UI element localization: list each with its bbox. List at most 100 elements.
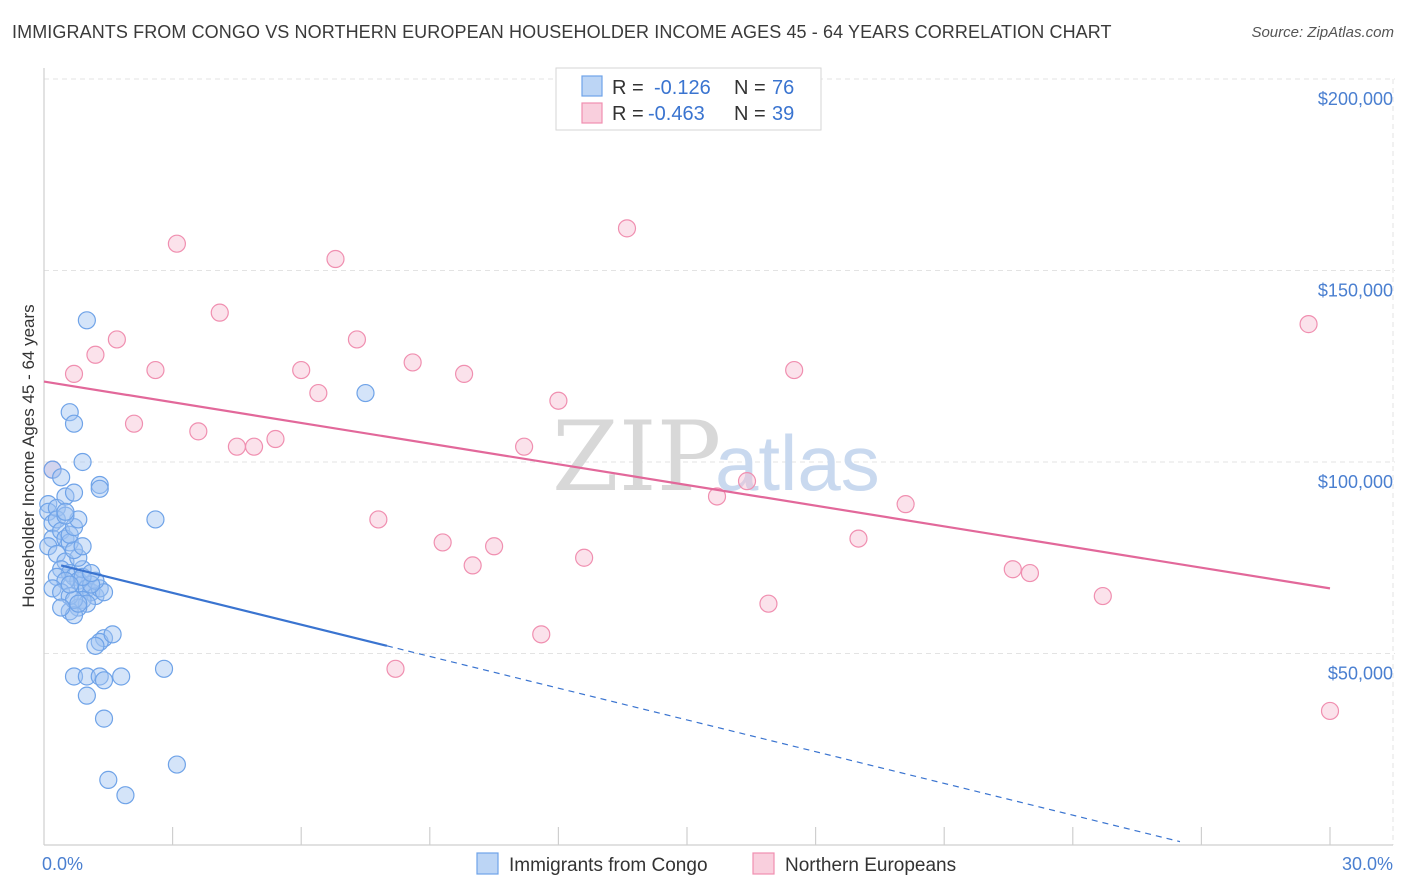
congo-point	[103, 625, 122, 644]
axes	[43, 68, 1393, 846]
congo-point	[167, 755, 186, 774]
legend-swatch-northern	[581, 102, 603, 124]
bottom-legend-label-congo: Immigrants from Congo	[509, 855, 708, 876]
congo-point	[94, 671, 114, 690]
watermark-atlas: atlas	[715, 419, 880, 507]
congo-point	[90, 479, 109, 498]
northern-point	[1003, 560, 1022, 579]
northern-point	[454, 364, 474, 384]
northern-point	[433, 533, 452, 552]
northern-point	[549, 391, 568, 410]
congo-point	[146, 510, 165, 529]
congo-point	[90, 475, 109, 495]
northern-point	[146, 360, 165, 380]
northern-point	[64, 364, 84, 384]
congo-point	[56, 487, 75, 506]
congo-point	[77, 667, 96, 686]
y-tick-label: $200,000	[1318, 89, 1393, 109]
northern-point	[617, 219, 637, 238]
congo-point	[154, 659, 174, 678]
legend-swatch-congo	[581, 75, 603, 97]
legend: R = -0.126 N = 76 R = -0.463 N = 39	[555, 67, 822, 131]
congo-point	[64, 414, 84, 433]
northern-points	[43, 219, 1340, 721]
northern-point	[386, 659, 405, 678]
watermark: ZIP atlas	[552, 401, 880, 513]
northern-point	[575, 548, 594, 567]
bottom-legend-swatch-congo	[476, 852, 499, 875]
northern-point	[785, 360, 804, 380]
northern-point	[485, 537, 504, 556]
bottom-legend-swatch-northern	[752, 852, 775, 875]
x-tick-label: 30.0%	[1342, 854, 1393, 874]
grid-lines	[44, 78, 1395, 845]
congo-point	[39, 495, 58, 514]
congo-trend-extension	[386, 645, 1181, 843]
northern-point	[1093, 586, 1112, 606]
congo-point	[112, 667, 131, 686]
congo-trend-line	[60, 564, 388, 647]
y-axis-title: Householder Income Ages 45 - 64 years	[19, 304, 38, 607]
northern-point	[124, 414, 144, 433]
congo-point	[77, 311, 96, 330]
congo-point	[69, 594, 88, 613]
y-tick-label: $100,000	[1318, 472, 1393, 492]
northern-point	[759, 594, 778, 613]
congo-point	[60, 575, 79, 594]
northern-point	[292, 360, 311, 380]
congo-points	[39, 311, 375, 805]
congo-point	[73, 537, 92, 556]
y-tick-label: $150,000	[1318, 281, 1393, 301]
bottom-legend-label-northern: Northern Europeans	[785, 855, 956, 876]
legend-r-label-northern: R =	[612, 103, 644, 125]
northern-point	[1320, 701, 1340, 721]
congo-point	[99, 770, 118, 789]
bottom-legend: Immigrants from Congo Northern Europeans	[476, 852, 956, 876]
watermark-zip: ZIP	[552, 401, 721, 513]
northern-point	[737, 472, 757, 491]
legend-r-value-congo: -0.126	[654, 77, 711, 99]
congo-point	[52, 598, 71, 617]
northern-point	[210, 303, 229, 322]
northern-point	[227, 437, 246, 456]
congo-point	[43, 579, 62, 598]
northern-point	[266, 429, 285, 449]
x-tick-labels: 0.0% 30.0%	[42, 854, 1393, 874]
congo-point	[73, 452, 92, 472]
northern-point	[107, 330, 126, 349]
northern-point	[244, 437, 264, 456]
northern-point	[86, 345, 105, 364]
congo-point	[64, 667, 84, 686]
source-credit: Source: ZipAtlas.com	[1251, 24, 1394, 41]
legend-r-label-congo: R =	[612, 77, 644, 99]
northern-point	[515, 437, 534, 456]
congo-point	[77, 686, 96, 705]
x-tick-label: 0.0%	[42, 854, 83, 874]
northern-point	[463, 556, 482, 575]
legend-n-value-congo: 76	[772, 77, 794, 99]
northern-point	[896, 495, 915, 514]
northern-point	[309, 383, 328, 403]
congo-point	[56, 502, 75, 521]
northern-point	[347, 330, 367, 349]
legend-n-label-northern: N =	[734, 103, 766, 125]
trend-lines	[43, 380, 1331, 843]
northern-point	[707, 487, 727, 506]
congo-point	[56, 506, 75, 525]
legend-r-value-northern: -0.463	[648, 103, 705, 125]
northern-point	[849, 529, 868, 548]
legend-n-label-congo: N =	[734, 77, 766, 99]
legend-n-value-northern: 39	[772, 103, 794, 125]
northern-trend-line	[43, 380, 1331, 590]
congo-point	[64, 483, 84, 502]
northern-point	[1020, 563, 1040, 583]
northern-point	[189, 422, 208, 441]
congo-point	[86, 636, 105, 655]
northern-point	[369, 510, 388, 529]
northern-point	[403, 353, 422, 372]
northern-point	[1299, 315, 1318, 334]
northern-point	[532, 625, 551, 644]
congo-point	[356, 383, 375, 403]
congo-point	[52, 468, 71, 487]
